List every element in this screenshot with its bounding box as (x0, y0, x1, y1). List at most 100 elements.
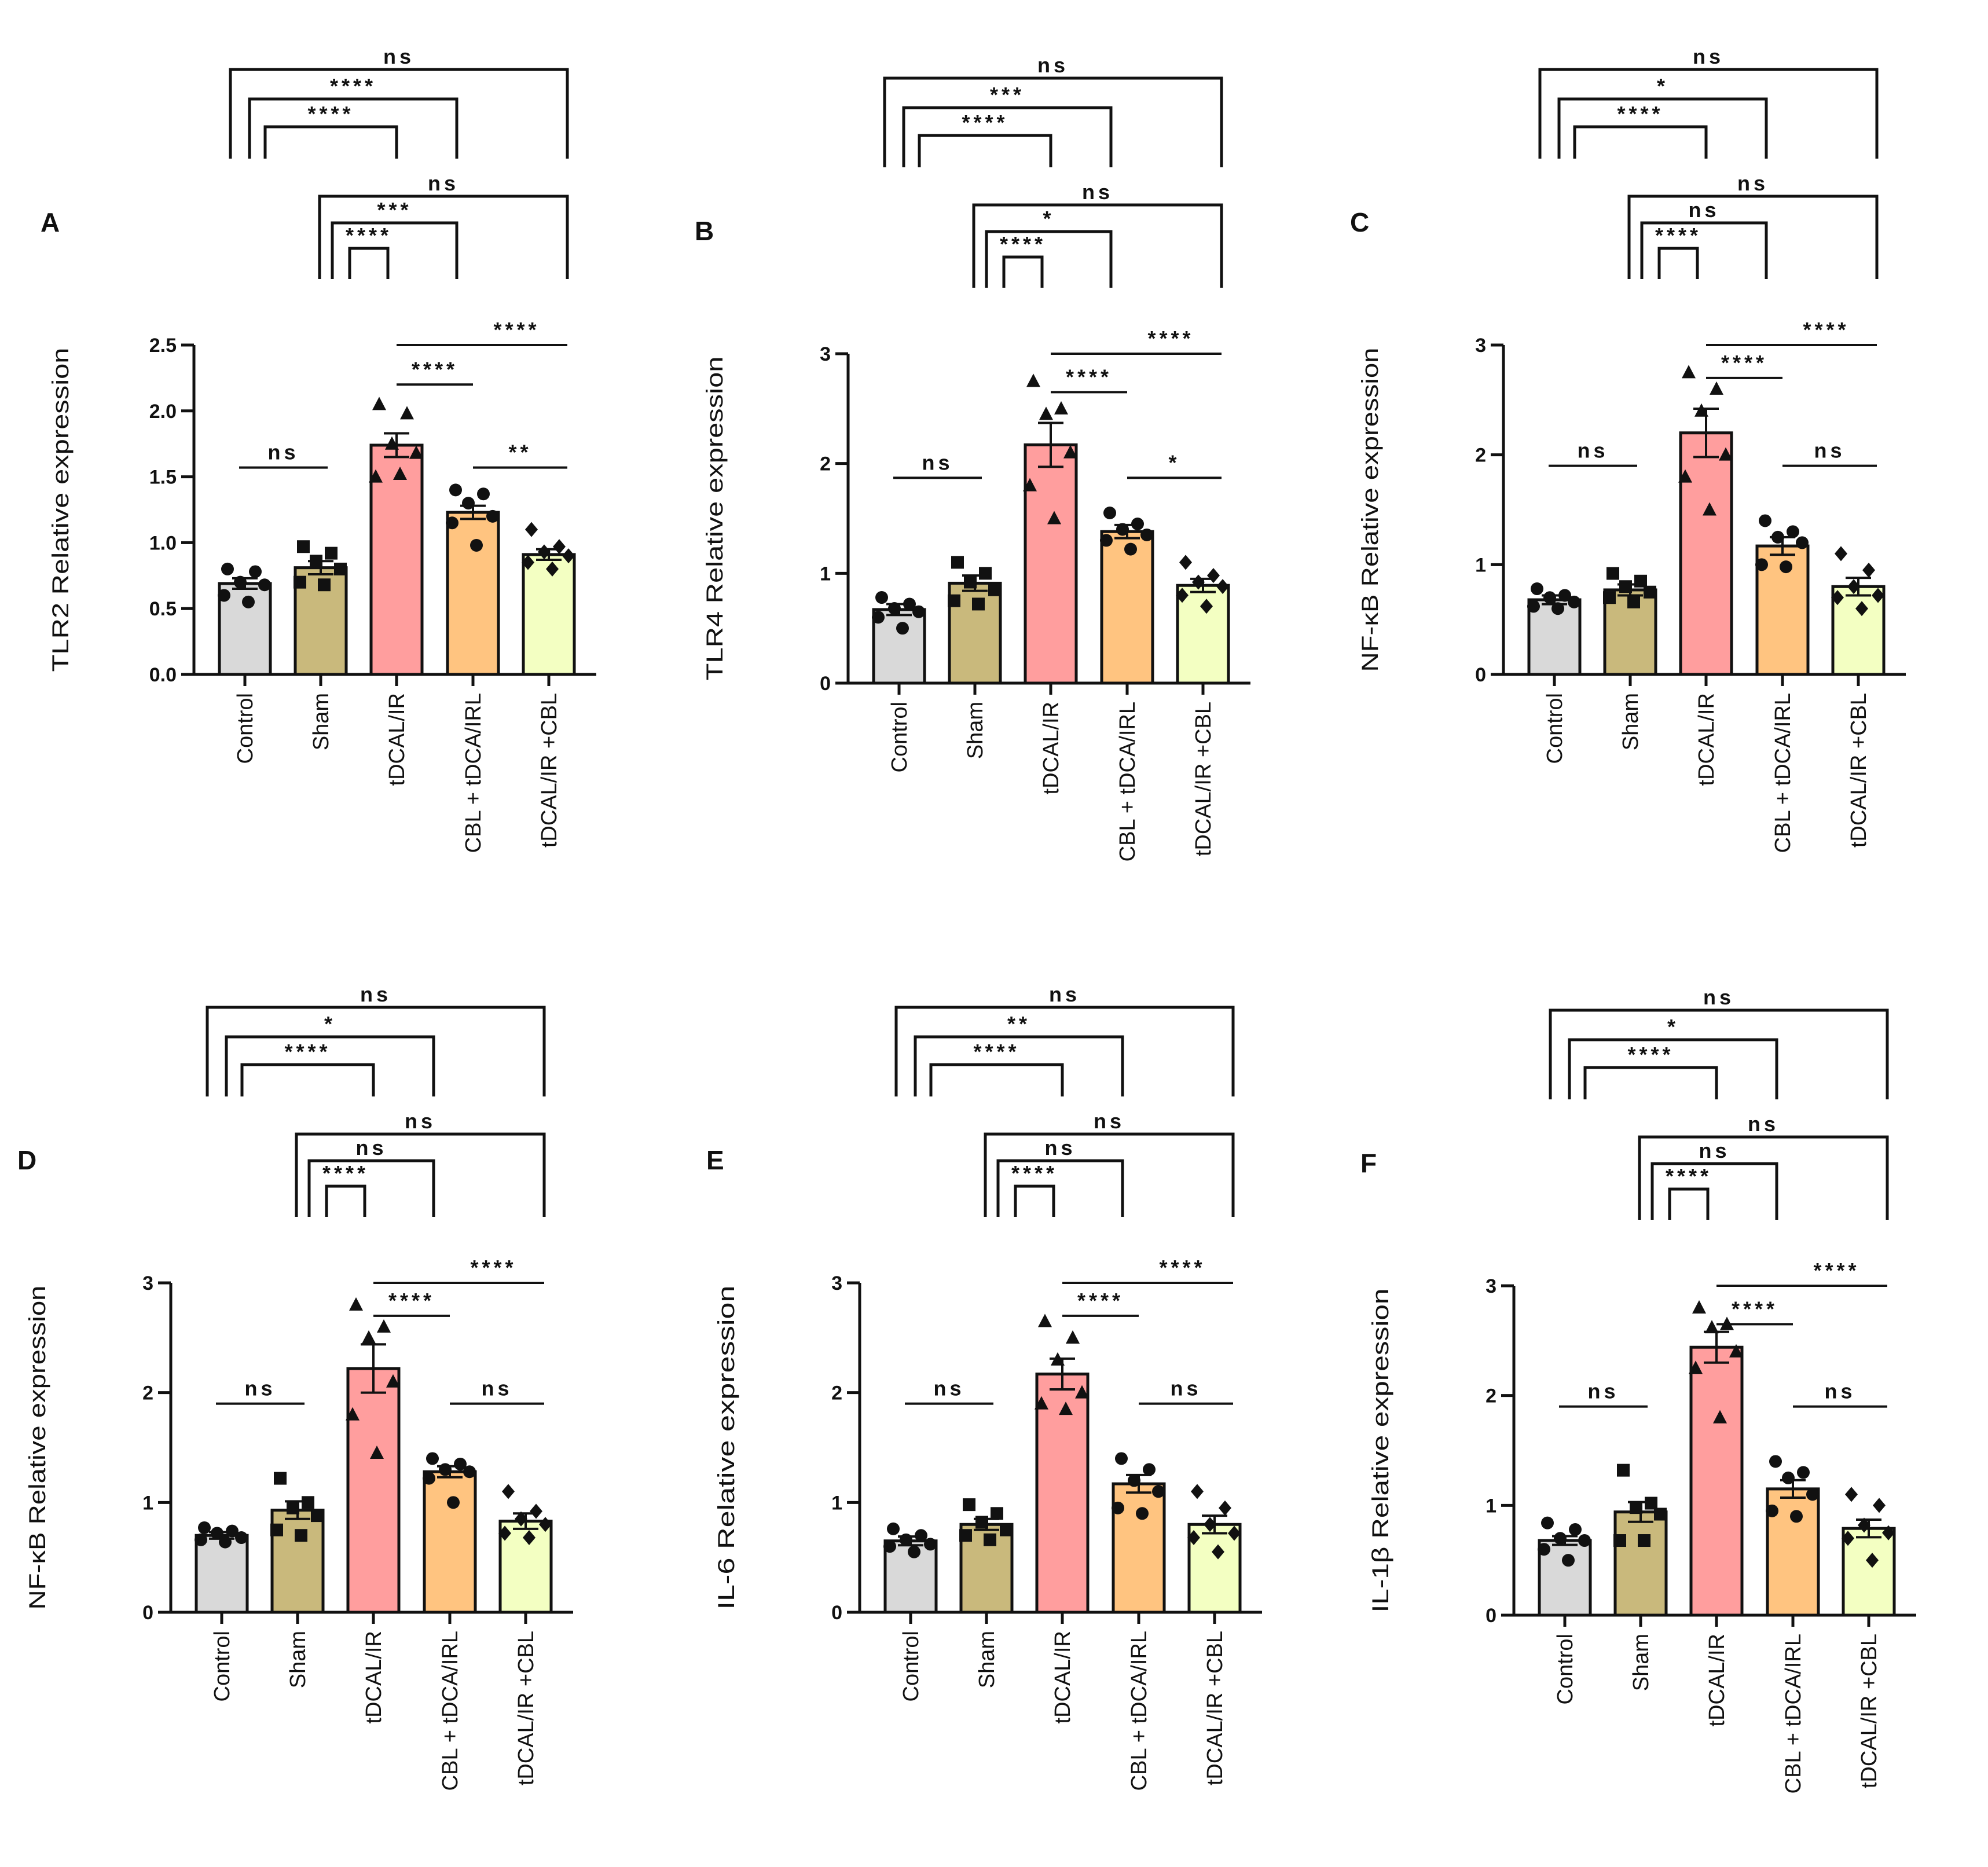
data-point-square (991, 1507, 1003, 1520)
data-point-circle (426, 1452, 439, 1465)
comparison-bracket (325, 1184, 366, 1217)
bar-2 (346, 1367, 401, 1614)
comparison-label: **** (330, 74, 376, 98)
data-point-triangle (1054, 401, 1068, 415)
y-tick-label: 2 (831, 1382, 842, 1404)
data-point-circle (446, 516, 459, 530)
data-point-circle (219, 1535, 232, 1549)
data-point-circle (1143, 1463, 1156, 1476)
data-point-square (963, 1498, 975, 1512)
data-point-square (295, 1529, 307, 1542)
data-point-triangle (369, 469, 383, 483)
data-point-circle (477, 487, 490, 501)
significance-label: **** (1066, 365, 1112, 388)
y-tick-label: 1 (1475, 554, 1486, 576)
comparison-label: * (324, 1012, 336, 1036)
data-point-circle (915, 1529, 927, 1542)
bar-1 (270, 1509, 325, 1614)
data-point-diamond (1862, 562, 1875, 578)
comparison-bracket (318, 195, 569, 279)
comparison-bracket (248, 97, 459, 159)
data-point-diamond (1204, 1517, 1216, 1532)
comparison-bracket (229, 68, 569, 159)
data-point-circle (234, 575, 247, 589)
comparison-bracket (348, 247, 390, 279)
data-point-diamond (1228, 1525, 1241, 1541)
y-tick-label: 3 (1475, 335, 1486, 357)
significance-label: ns (922, 450, 953, 474)
data-point-diamond (538, 544, 551, 560)
chart-tlr2: A TLR2 Relative expression 0.0 0.5 1.0 1.5 2.0… (41, 45, 596, 853)
comparison-bracket (902, 106, 1113, 167)
data-point-square (302, 1496, 314, 1509)
x-tick-label: CBL + tDCA/IRL (438, 1631, 463, 1791)
data-point-square (325, 546, 338, 560)
comparison-bracket (996, 1159, 1124, 1217)
data-point-triangle (362, 1330, 376, 1344)
comparison-bracket (918, 134, 1052, 167)
data-point-circle (1769, 1455, 1782, 1468)
data-point-diamond (1873, 1498, 1886, 1513)
comparison-label: **** (307, 102, 354, 126)
x-tick-label: tDCAL/IR (1039, 702, 1063, 794)
data-point-triangle (400, 406, 414, 420)
y-tick-label: 3 (142, 1272, 153, 1294)
data-point-triangle (1047, 511, 1061, 524)
data-point-square (294, 575, 306, 589)
data-point-circle (1527, 600, 1540, 613)
x-tick-label: Sham (975, 1631, 999, 1688)
data-point-circle (195, 1533, 207, 1546)
panel-d: D NF-κB Relative expression 0 1 2 3 Control Sha… (0, 938, 639, 1864)
data-point-triangle (1026, 373, 1040, 387)
data-point-triangle (1710, 381, 1723, 395)
data-point-diamond (1179, 555, 1192, 570)
data-point-diamond (1858, 1517, 1870, 1533)
data-point-triangle (1689, 1360, 1703, 1374)
data-point-diamond (1216, 579, 1229, 595)
data-point-diamond (523, 1530, 535, 1546)
data-point-circle (872, 611, 885, 624)
data-point-circle (1551, 602, 1564, 615)
comparison-bracket (1627, 195, 1879, 279)
bar-4 (1187, 1523, 1242, 1614)
comparison-bracket (1638, 1135, 1889, 1220)
significance-label: ns (1170, 1377, 1201, 1400)
data-point-diamond (530, 1503, 542, 1519)
comparison-label: **** (1617, 102, 1663, 126)
data-point-circle (1128, 1474, 1140, 1487)
data-point-triangle (1682, 365, 1696, 379)
x-tick-label: CBL + tDCA/IRL (461, 693, 486, 853)
data-point-square (274, 1472, 287, 1485)
y-axis-label: TLR4 Relative expression (702, 357, 728, 681)
data-point-triangle (1051, 1352, 1065, 1366)
data-point-circle (1796, 536, 1809, 549)
panel-letter: D (17, 1145, 36, 1175)
panel-letter: A (41, 207, 60, 237)
comparison-label: **** (962, 111, 1008, 134)
data-point-circle (896, 622, 909, 635)
bar-3 (423, 1470, 477, 1614)
comparison-label: ns (360, 982, 391, 1006)
data-point-square (951, 556, 964, 569)
comparison-label: ns (1748, 1112, 1779, 1136)
data-point-triangle (370, 1445, 384, 1459)
data-point-circle (1103, 507, 1116, 520)
chart-tlr4: B TLR4 Relative expression 0 1 2 3 Control Sham… (695, 53, 1250, 861)
data-point-circle (242, 595, 255, 608)
comparison-bracket (929, 1063, 1064, 1096)
data-point-diamond (1855, 601, 1868, 617)
y-axis-label: TLR2 Relative expression (48, 348, 74, 672)
data-point-triangle (372, 397, 386, 410)
y-axis-label: NF-κB Relative expression (1358, 348, 1383, 672)
chart-nfkb-c: C NF-κB Relative expression 0 1 2 3 Control Sha… (1350, 45, 1906, 853)
data-point-circle (221, 562, 234, 575)
data-point-circle (887, 1522, 900, 1535)
y-tick-label: 0 (142, 1602, 153, 1624)
data-point-diamond (1872, 588, 1884, 603)
significance-label: ns (1824, 1380, 1855, 1403)
data-point-square (1654, 1507, 1667, 1521)
data-point-circle (1100, 534, 1113, 547)
y-tick-label: 2.0 (149, 401, 177, 423)
comparison-bracket (295, 1132, 546, 1217)
y-tick-label: 1.5 (149, 467, 177, 489)
